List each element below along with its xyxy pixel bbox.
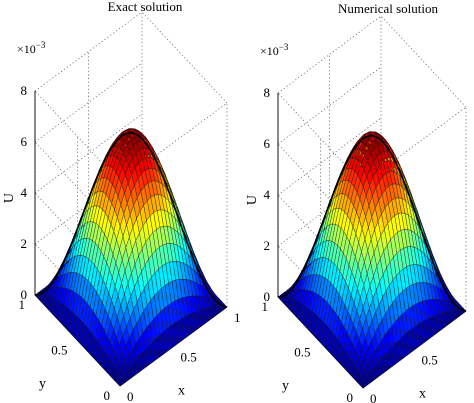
z-tick-label: 0 (21, 287, 28, 302)
x-axis-label: x (178, 384, 185, 399)
z-tick-label: 8 (264, 85, 271, 100)
y-tick-label: 1 (19, 297, 26, 312)
x-tick-label: 0.5 (181, 350, 197, 365)
numerical-solution-plot: Numerical solution0246800.5100.51Uyx×10−… (245, 1, 474, 403)
surface-silhouette (34, 131, 228, 308)
y-tick-label: 0 (347, 390, 354, 403)
z-tick-label: 6 (21, 134, 28, 149)
z-axis-multiplier: ×10−3 (17, 40, 46, 56)
y-tick-label: 0.5 (294, 345, 310, 360)
x-tick-label: 1 (234, 310, 241, 325)
z-axis-label: U (2, 193, 17, 203)
z-axis-label: U (245, 195, 260, 205)
z-tick-label: 2 (21, 236, 28, 251)
z-tick-label: 4 (21, 185, 28, 200)
y-axis-label: y (39, 377, 46, 392)
y-axis-label: y (282, 379, 289, 394)
z-tick-label: 0 (264, 289, 271, 304)
x-tick-label: 0 (370, 391, 377, 403)
y-tick-label: 1 (262, 299, 269, 314)
z-tick-label: 6 (264, 136, 271, 151)
chart-title: Numerical solution (338, 1, 439, 16)
z-tick-label: 2 (264, 238, 271, 253)
chart-title: Exact solution (108, 0, 183, 14)
x-axis-label: x (419, 387, 426, 402)
y-tick-label: 0.5 (51, 343, 67, 358)
z-axis-multiplier: ×10−3 (260, 42, 289, 58)
z-tick-label: 4 (264, 187, 271, 202)
y-tick-label: 0 (104, 388, 111, 403)
surface-silhouette (277, 134, 467, 312)
x-tick-label: 0.5 (422, 353, 438, 368)
z-tick-label: 8 (21, 83, 28, 98)
x-tick-label: 0 (127, 389, 134, 403)
